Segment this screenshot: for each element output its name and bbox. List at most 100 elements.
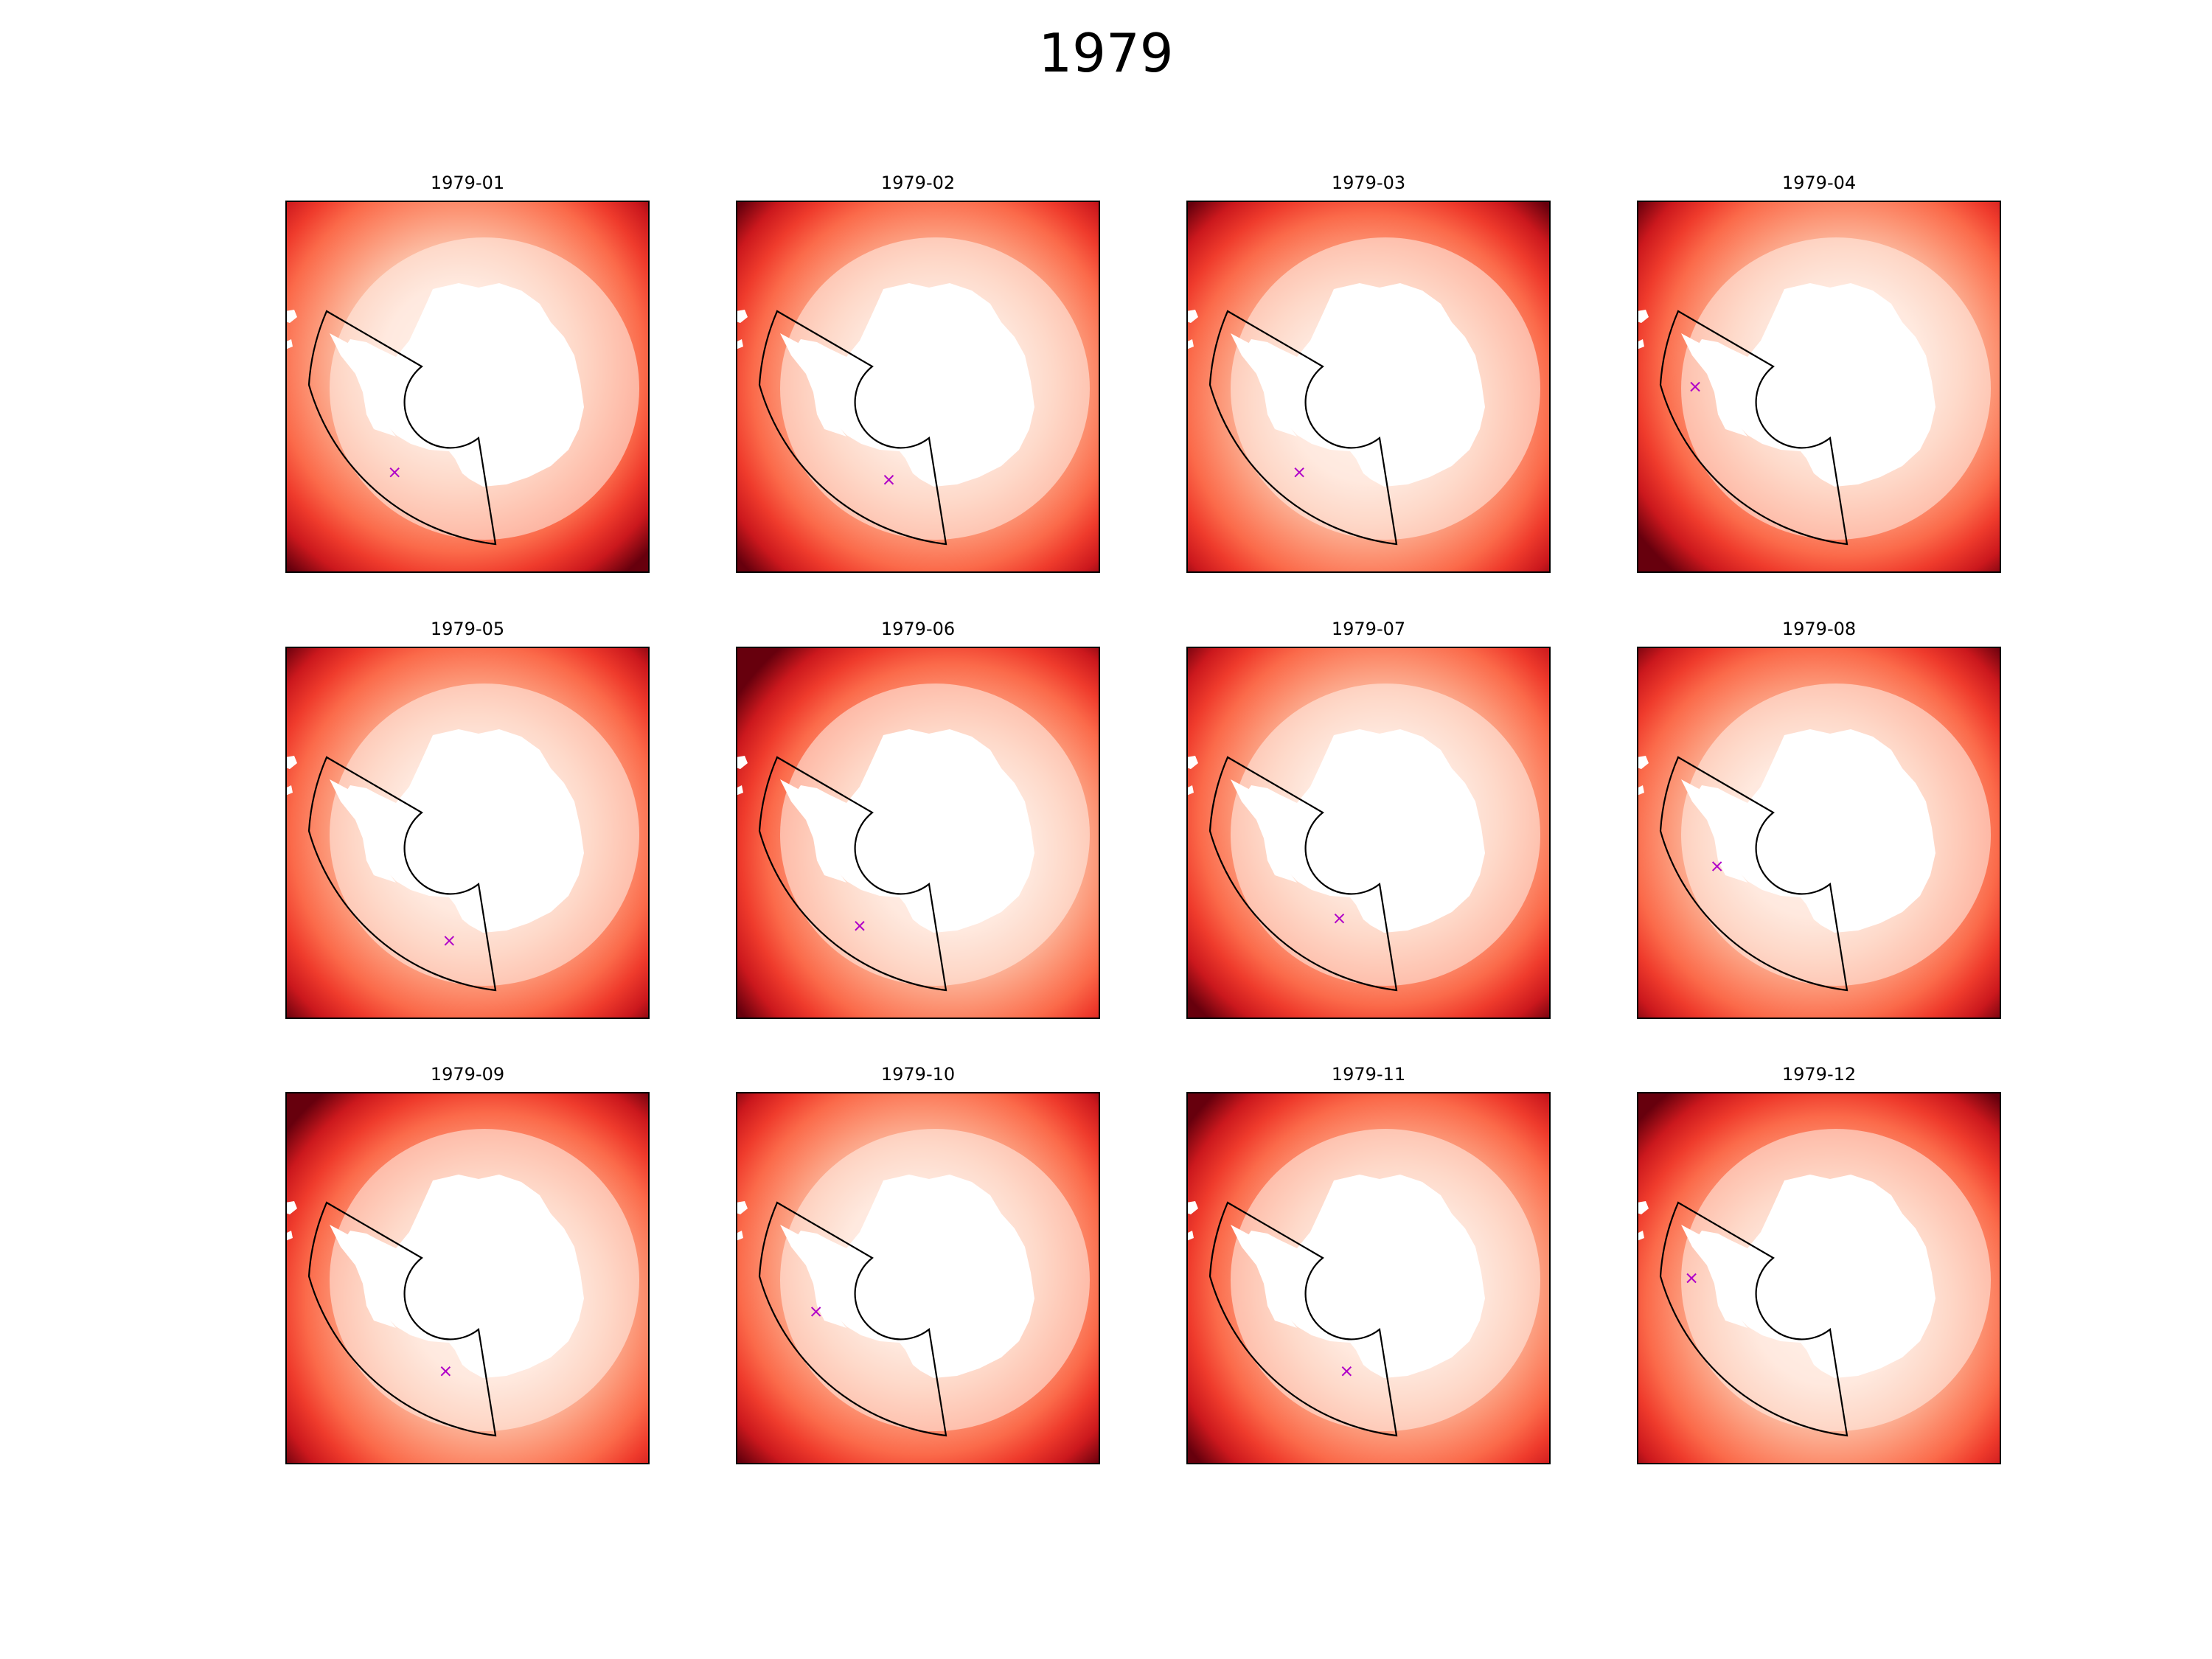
island bbox=[285, 756, 297, 769]
axes-frame bbox=[1637, 1092, 2001, 1464]
island bbox=[1186, 1231, 1194, 1241]
antarctica-landmass bbox=[1696, 729, 1935, 933]
location-marker bbox=[389, 467, 400, 478]
subplot-1979-09: 1979-09 bbox=[285, 1064, 650, 1464]
subplot-title: 1979-12 bbox=[1781, 1064, 1857, 1085]
sector-outline bbox=[1208, 756, 1398, 992]
axes-frame bbox=[285, 201, 650, 573]
location-marker bbox=[883, 475, 894, 485]
subplot-title: 1979-10 bbox=[880, 1064, 956, 1085]
map-plot bbox=[285, 1092, 650, 1464]
subplot-title: 1979-06 bbox=[880, 619, 956, 639]
axes-frame bbox=[1186, 647, 1551, 1019]
subplot-title: 1979-07 bbox=[1331, 619, 1406, 639]
axes-frame bbox=[736, 1092, 1100, 1464]
location-marker bbox=[1686, 1273, 1697, 1284]
subplot-1979-10: 1979-10 bbox=[736, 1064, 1100, 1464]
sector-outline bbox=[758, 1201, 947, 1437]
subplot-title: 1979-03 bbox=[1331, 173, 1406, 193]
subplot-1979-12: 1979-12 bbox=[1637, 1064, 2001, 1464]
location-marker bbox=[444, 936, 455, 946]
map-plot bbox=[1186, 647, 1551, 1019]
map-plot bbox=[285, 647, 650, 1019]
map-plot bbox=[1637, 1092, 2001, 1464]
location-marker bbox=[1294, 467, 1304, 478]
antarctica-landmass bbox=[795, 283, 1034, 487]
antarctic-peninsula bbox=[1681, 779, 1747, 883]
antarctica-landmass bbox=[344, 1175, 584, 1378]
antarctic-peninsula bbox=[1231, 333, 1297, 437]
axes-frame bbox=[1637, 647, 2001, 1019]
axes-frame bbox=[1186, 1092, 1551, 1464]
axes-frame bbox=[736, 647, 1100, 1019]
antarctic-peninsula bbox=[330, 333, 396, 437]
antarctica-landmass bbox=[795, 1175, 1034, 1378]
antarctica-landmass bbox=[1696, 283, 1935, 487]
subplot-1979-01: 1979-01 bbox=[285, 173, 650, 573]
location-marker bbox=[1690, 381, 1700, 392]
island bbox=[736, 756, 748, 769]
subplot-1979-04: 1979-04 bbox=[1637, 173, 2001, 573]
sector-outline bbox=[1659, 756, 1848, 992]
island bbox=[736, 339, 743, 349]
subplot-title: 1979-01 bbox=[430, 173, 505, 193]
antarctic-peninsula bbox=[1681, 1225, 1747, 1328]
antarctic-peninsula bbox=[1231, 779, 1297, 883]
island bbox=[285, 310, 297, 323]
antarctica-landmass bbox=[1245, 729, 1485, 933]
antarctic-peninsula bbox=[330, 1225, 396, 1328]
subplot-title: 1979-05 bbox=[430, 619, 505, 639]
map-plot bbox=[1637, 201, 2001, 573]
antarctic-peninsula bbox=[780, 779, 846, 883]
antarctica-landmass bbox=[1696, 1175, 1935, 1378]
map-plot bbox=[1637, 647, 2001, 1019]
subplot-1979-05: 1979-05 bbox=[285, 619, 650, 1019]
island bbox=[736, 785, 743, 796]
subplot-title: 1979-11 bbox=[1331, 1064, 1406, 1085]
antarctic-peninsula bbox=[1681, 333, 1747, 437]
sector-outline bbox=[758, 756, 947, 992]
antarctic-peninsula bbox=[780, 333, 846, 437]
antarctic-peninsula bbox=[330, 779, 396, 883]
island bbox=[736, 310, 748, 323]
subplot-1979-11: 1979-11 bbox=[1186, 1064, 1551, 1464]
island bbox=[1637, 1231, 1644, 1241]
island bbox=[1637, 1201, 1649, 1214]
location-marker bbox=[810, 1307, 821, 1317]
subplot-1979-06: 1979-06 bbox=[736, 619, 1100, 1019]
antarctica-landmass bbox=[344, 729, 584, 933]
subplot-title: 1979-04 bbox=[1781, 173, 1857, 193]
subplot-1979-03: 1979-03 bbox=[1186, 173, 1551, 573]
map-plot bbox=[736, 201, 1100, 573]
sector-outline bbox=[307, 310, 497, 546]
island bbox=[1186, 339, 1194, 349]
subplot-1979-08: 1979-08 bbox=[1637, 619, 2001, 1019]
subplot-1979-02: 1979-02 bbox=[736, 173, 1100, 573]
location-marker bbox=[1334, 913, 1345, 924]
map-plot bbox=[1186, 1092, 1551, 1464]
map-plot bbox=[736, 647, 1100, 1019]
map-plot bbox=[285, 201, 650, 573]
island bbox=[285, 1231, 293, 1241]
map-plot bbox=[1186, 201, 1551, 573]
island bbox=[1186, 1201, 1198, 1214]
antarctica-landmass bbox=[795, 729, 1034, 933]
island bbox=[285, 1201, 297, 1214]
antarctic-peninsula bbox=[780, 1225, 846, 1328]
island bbox=[1637, 785, 1644, 796]
sector-outline bbox=[758, 310, 947, 546]
axes-frame bbox=[285, 647, 650, 1019]
sector-outline bbox=[1208, 1201, 1398, 1437]
antarctica-landmass bbox=[344, 283, 584, 487]
antarctica-landmass bbox=[1245, 283, 1485, 487]
axes-frame bbox=[1186, 201, 1551, 573]
map-plot bbox=[736, 1092, 1100, 1464]
subplot-title: 1979-02 bbox=[880, 173, 956, 193]
island bbox=[1637, 310, 1649, 323]
island bbox=[1186, 310, 1198, 323]
location-marker bbox=[855, 921, 865, 931]
island bbox=[1637, 756, 1649, 769]
sector-outline bbox=[1659, 310, 1848, 546]
location-marker bbox=[440, 1366, 451, 1377]
